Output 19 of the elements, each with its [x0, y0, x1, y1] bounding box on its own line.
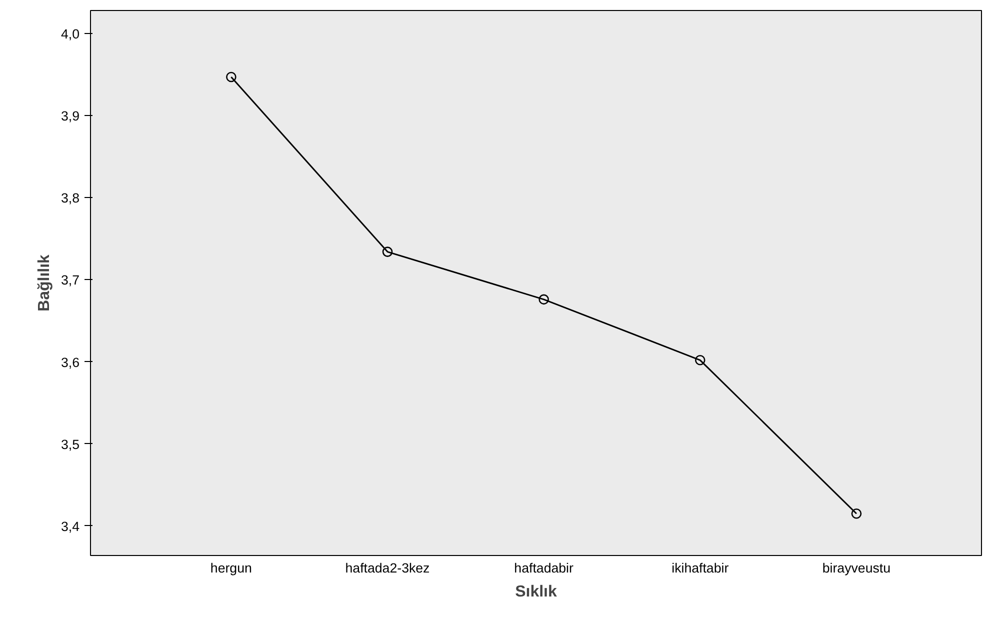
point — [382, 246, 393, 257]
x-tick-label: hergun — [210, 560, 252, 576]
y-axis-title: Bağlılık — [36, 254, 53, 312]
x-axis-title: Sıklık — [515, 584, 558, 600]
y-tick-label: 3,4 — [60, 518, 80, 534]
y-tick-label: 3,6 — [60, 354, 80, 370]
x-tick-label: birayveustu — [822, 560, 891, 576]
point — [851, 508, 862, 519]
y-tick-label: 3,9 — [60, 108, 80, 124]
y-tick-label: 3,7 — [60, 272, 80, 288]
point — [694, 355, 706, 366]
x-tick-label: haftadabir — [514, 560, 574, 576]
point — [538, 294, 549, 305]
x-tick-label: haftada2-3kez — [345, 560, 430, 576]
y-tick-label: 4,0 — [60, 26, 80, 42]
y-tick-label: 3,8 — [60, 190, 80, 206]
point — [226, 72, 236, 82]
x-tick-label: ikihaftabir — [672, 560, 730, 576]
y-tick-label: 3,5 — [60, 436, 80, 452]
